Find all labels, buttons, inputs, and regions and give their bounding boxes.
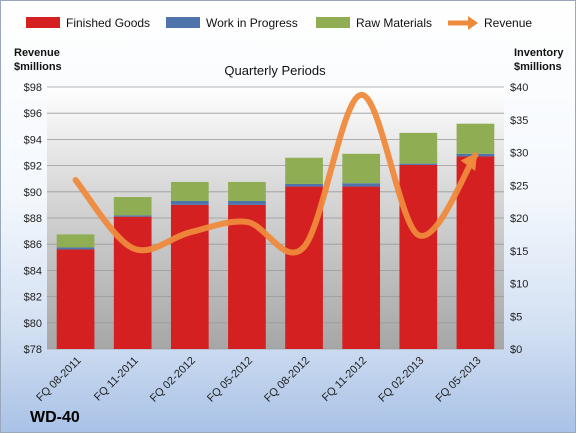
legend-label: Work in Progress	[206, 16, 298, 30]
revenue-arrowhead	[460, 152, 478, 171]
bar-work-in-progress	[285, 183, 323, 187]
chart-title: Quarterly Periods	[224, 63, 326, 78]
bar-raw-materials	[170, 181, 209, 201]
right-tick-label: $10	[510, 279, 528, 291]
right-axis-ticks: $0 $5 $10 $15 $20 $25 $30 $35 $40	[510, 82, 528, 356]
left-tick-label: $94	[24, 134, 42, 146]
bar-finished-goods	[456, 156, 495, 349]
bar-raw-materials	[342, 153, 381, 184]
left-tick-label: $88	[24, 213, 42, 225]
revenue-line	[72, 91, 479, 256]
bar-work-in-progress	[228, 200, 266, 205]
bar-work-in-progress	[170, 200, 209, 205]
right-tick-label: $35	[510, 115, 528, 127]
bar-raw-materials	[113, 197, 152, 216]
right-axis-label-line2: $millions	[514, 61, 562, 73]
legend-swatch	[316, 17, 350, 28]
bar-work-in-progress	[399, 163, 438, 165]
legend-label: Raw Materials	[356, 16, 432, 30]
legend-swatch	[166, 17, 200, 28]
left-tick-label: $86	[24, 239, 42, 251]
left-tick-label: $90	[24, 187, 42, 199]
bar-finished-goods	[399, 164, 438, 349]
bar-raw-materials	[228, 181, 266, 201]
left-tick-label: $84	[24, 265, 42, 277]
right-tick-label: $0	[510, 344, 522, 356]
bar-work-in-progress	[342, 183, 381, 187]
right-tick-label: $40	[510, 82, 528, 94]
revenue-line-group	[72, 91, 479, 256]
legend-label: Finished Goods	[66, 16, 150, 30]
left-tick-label: $98	[24, 82, 42, 94]
bar-finished-goods	[342, 186, 381, 349]
bar-work-in-progress	[56, 247, 95, 250]
bar-finished-goods	[56, 249, 95, 349]
left-axis-label-line2: $millions	[14, 61, 62, 73]
left-tick-label: $92	[24, 161, 42, 173]
bar-raw-materials	[399, 132, 438, 164]
right-tick-label: $25	[510, 180, 528, 192]
bar-work-in-progress	[113, 215, 152, 217]
left-tick-label: $80	[24, 318, 42, 330]
legend-swatch	[26, 17, 60, 28]
left-tick-label: $82	[24, 292, 42, 304]
right-tick-label: $15	[510, 246, 528, 258]
bar-raw-materials	[285, 157, 323, 184]
legend-label: Revenue	[484, 16, 532, 30]
left-tick-label: $96	[24, 108, 42, 120]
bar-raw-materials	[56, 234, 95, 248]
right-tick-label: $5	[510, 311, 522, 323]
left-tick-label: $78	[24, 344, 42, 356]
right-tick-label: $30	[510, 148, 528, 160]
left-axis-ticks: $78 $80 $82 $84 $86 $88 $90 $92 $94 $96 $98	[24, 82, 42, 356]
left-axis-label-line1: Revenue	[14, 47, 60, 59]
legend: Finished Goods Work in Progress Raw Materi…	[26, 16, 532, 30]
right-tick-label: $20	[510, 213, 528, 225]
legend-arrowhead-revenue	[468, 16, 478, 30]
right-axis-label-line1: Inventory	[514, 47, 564, 59]
bar-raw-materials	[456, 123, 495, 154]
brand-label: WD-40	[30, 409, 80, 426]
